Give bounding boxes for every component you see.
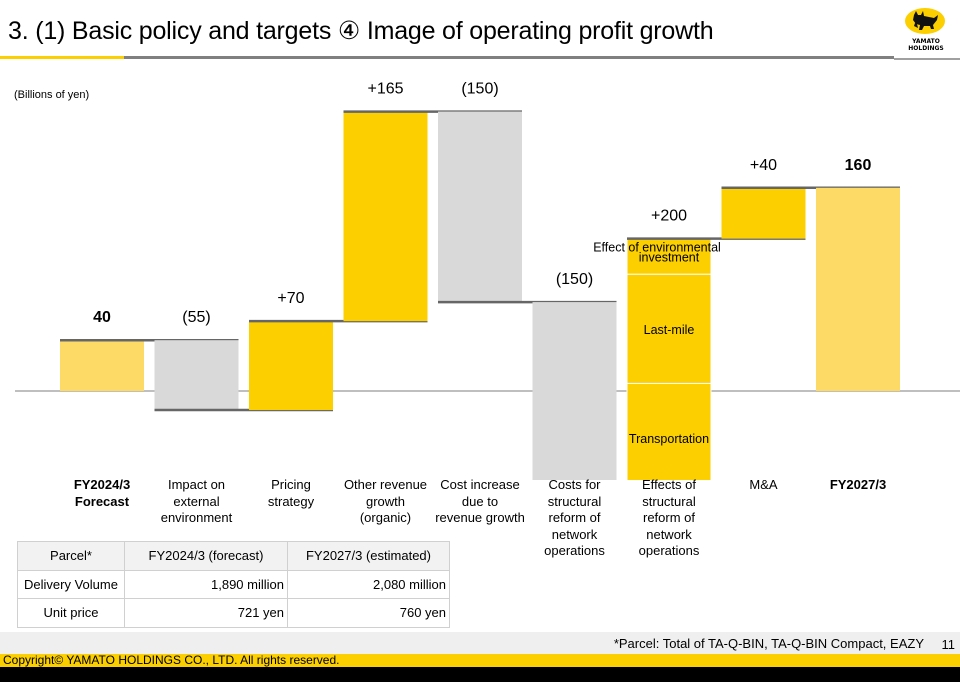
- waterfall-chart: 40 (55) +70 +165 (150) (150) Transportation Las…: [15, 81, 960, 480]
- data-label: +70: [277, 290, 304, 307]
- title-underline-accent: [0, 56, 124, 59]
- table-header-cell: FY2027/3 (estimated): [287, 541, 450, 571]
- category-label: Effects of structural reform of network …: [638, 477, 700, 558]
- table-header-row: Parcel* FY2024/3 (forecast) FY2027/3 (es…: [17, 541, 450, 571]
- footer-black-bar: [0, 667, 960, 682]
- title-underline-right: [894, 58, 960, 60]
- table-row: Unit price 721 yen 760 yen: [17, 598, 450, 628]
- data-label: (55): [182, 309, 210, 326]
- bar: [343, 111, 428, 322]
- footer-band: [0, 632, 960, 654]
- category-label: Other revenue growth (organic): [343, 477, 428, 525]
- bar-segment: [626, 382, 712, 480]
- table-header-cell: Parcel*: [17, 541, 125, 571]
- bar: [532, 302, 617, 480]
- bar: [721, 187, 806, 239]
- table-cell: 760 yen: [287, 598, 450, 628]
- bar: [154, 340, 239, 411]
- data-label: 40: [93, 309, 111, 326]
- table-cell: 2,080 million: [287, 569, 450, 599]
- data-label: (150): [461, 81, 498, 98]
- data-label: +165: [367, 81, 403, 98]
- cat-logo-icon: [905, 8, 945, 34]
- table-cell: 1,890 million: [124, 569, 288, 599]
- title-underline: [124, 56, 894, 59]
- table-cell: 721 yen: [124, 598, 288, 628]
- bar: [438, 111, 522, 303]
- unit-label: (Billions of yen): [14, 89, 90, 101]
- bar: [816, 187, 900, 391]
- bar: [249, 321, 333, 411]
- category-label: M&A: [749, 477, 778, 492]
- parcel-table: Parcel* FY2024/3 (forecast) FY2027/3 (es…: [17, 541, 450, 628]
- data-label: (150): [556, 271, 593, 288]
- table-header-cell: FY2024/3 (forecast): [124, 541, 288, 571]
- bar-segment: [626, 273, 712, 384]
- table-cell: Unit price: [17, 598, 125, 628]
- category-label: FY2027/3: [829, 477, 887, 492]
- category-label: Cost increase due to revenue growth: [435, 477, 525, 525]
- category-label: Impact on external environment: [160, 477, 233, 525]
- table-cell: Delivery Volume: [17, 569, 125, 599]
- category-label: FY2024/3 Forecast: [73, 477, 131, 509]
- category-label: Costs for structural reform of network o…: [544, 477, 605, 558]
- footnote: *Parcel: Total of TA-Q-BIN, TA-Q-BIN Com…: [613, 636, 924, 651]
- bar-segment: [626, 238, 712, 275]
- page-title: 3. (1) Basic policy and targets ④ Image …: [8, 17, 714, 45]
- copyright-text: Copyright© YAMATO HOLDINGS CO., LTD. All…: [3, 653, 340, 667]
- logo-text-holdings: HOLDINGS: [908, 45, 944, 52]
- footer-accent-bar: [0, 654, 960, 667]
- segment-label: Transportation: [629, 432, 709, 446]
- segment-label: Last-mile: [644, 323, 695, 337]
- category-label: Pricing strategy: [267, 477, 315, 509]
- data-label: +200: [651, 208, 687, 225]
- page-number: 11: [941, 637, 956, 652]
- data-label: +40: [750, 157, 777, 174]
- logo-text-yamato: YAMATO: [912, 38, 940, 45]
- segment-label: Effect of environmental investment: [593, 241, 721, 265]
- table-row: Delivery Volume 1,890 million 2,080 mill…: [17, 569, 450, 599]
- data-label: 160: [845, 157, 872, 174]
- bar: [60, 340, 144, 391]
